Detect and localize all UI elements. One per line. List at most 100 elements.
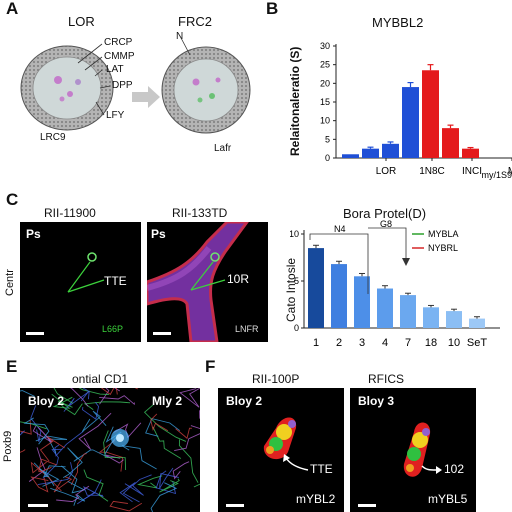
- panel-b-label: B: [266, 0, 279, 18]
- panel-c-side-label: Centr: [4, 269, 16, 296]
- network-fiber: [62, 447, 83, 478]
- scale-bar: [153, 332, 171, 335]
- x-tick-label: 7: [405, 337, 411, 349]
- panel-c-image2-title: RII-133TD: [172, 206, 228, 220]
- network-fiber: [150, 482, 178, 512]
- image-e-right-tag: Mly 2: [152, 394, 183, 408]
- y-tick-label: 10: [320, 116, 330, 126]
- network-fiber: [179, 388, 200, 408]
- network-fiber: [53, 388, 73, 404]
- network-fiber: [99, 395, 135, 406]
- x-tick-label: 18: [425, 337, 437, 349]
- network-fiber: [61, 465, 86, 494]
- y-tick-label: 0: [325, 153, 330, 163]
- panel-c-image1-title: RII-11900: [44, 206, 96, 220]
- network-fiber: [20, 449, 26, 453]
- y-tick-label: 25: [320, 60, 330, 70]
- panel-e-title: ontial CD1: [72, 372, 129, 386]
- image-f1-corner: mYBL2: [296, 492, 336, 506]
- x-tick-label: LOR: [376, 166, 397, 177]
- network-fiber: [20, 419, 32, 435]
- bracket-g8: [368, 227, 407, 260]
- network-fiber: [172, 461, 190, 480]
- network-fiber: [39, 436, 65, 462]
- network-fiber: [20, 390, 36, 397]
- image-f2-corner: mYBL5: [428, 492, 468, 506]
- network-fiber: [20, 421, 47, 430]
- right-cell: [161, 35, 251, 134]
- bar: [422, 70, 439, 158]
- x-tick-label: 2: [336, 337, 342, 349]
- network-fiber: [30, 476, 49, 493]
- micrograph-c1: Ps TTE L66P: [20, 222, 141, 342]
- chart-c: 0 5 10 1 2 3 4 7 18 10 SeT N4 G8 MYBLA NYBRL: [290, 219, 500, 349]
- network-fiber: [190, 410, 200, 430]
- legend-label: NYBRL: [428, 243, 458, 253]
- bar: [342, 154, 359, 158]
- bar: [362, 148, 379, 158]
- y-tick-label: 5: [325, 134, 330, 144]
- image-c2-corner: LNFR: [235, 324, 259, 334]
- panel-a-left-caption: LRC9: [40, 132, 66, 143]
- callout-3: LAT: [106, 64, 124, 75]
- transition-arrow: [132, 86, 160, 108]
- network-fiber: [38, 458, 57, 473]
- x-tick-label: 10: [448, 337, 460, 349]
- bar: [377, 288, 393, 328]
- callout-2: CMMP: [104, 51, 135, 62]
- chart-c-title: Bora Protel(D): [343, 206, 427, 221]
- scale-bar: [358, 504, 376, 507]
- panel-e-side-label: Poxb9: [2, 430, 14, 462]
- network-fiber: [159, 467, 179, 489]
- panel-e-label: E: [6, 357, 18, 376]
- network-fiber: [82, 486, 103, 500]
- bar: [469, 318, 485, 328]
- scale-bar: [26, 332, 44, 335]
- network-fiber: [175, 427, 192, 440]
- bracket-g8-label: G8: [380, 219, 392, 229]
- network-fiber: [70, 453, 87, 486]
- network-fiber: [121, 445, 157, 470]
- bar: [400, 295, 416, 328]
- panel-f-image1-title: RII-100P: [252, 372, 300, 386]
- network-fiber: [56, 485, 90, 503]
- network-fiber: [159, 478, 180, 493]
- panel-a-left-title: LOR: [68, 14, 95, 29]
- network-fiber: [137, 475, 163, 489]
- y-tick-label: 30: [320, 41, 330, 51]
- callout-4: DPP: [112, 80, 133, 91]
- network-fiber: [42, 448, 62, 479]
- network-fiber: [78, 388, 109, 395]
- y-tick-label: 5: [294, 276, 299, 286]
- bar: [446, 311, 462, 328]
- network-fiber: [104, 454, 124, 464]
- callout-1: CRCP: [104, 37, 133, 48]
- micrograph-e: Bloy 2 Mly 2: [20, 388, 200, 512]
- network-fiber: [80, 388, 90, 402]
- image-c1-tag: Ps: [26, 227, 41, 241]
- network-fiber: [143, 403, 187, 442]
- x-right-label: my/1S9: [481, 170, 512, 180]
- network-fiber: [53, 476, 73, 493]
- network-fiber: [57, 400, 83, 416]
- bar: [462, 148, 479, 158]
- network-fiber: [78, 412, 112, 450]
- image-f1-tag: Bloy 2: [226, 394, 263, 408]
- network-fiber: [81, 410, 107, 432]
- bar: [331, 264, 347, 328]
- panel-c-label: C: [6, 190, 19, 209]
- bar: [402, 87, 419, 158]
- micrograph-f2: Bloy 3 102 mYBL5: [350, 388, 476, 512]
- network-fiber: [150, 413, 169, 432]
- legend-label: MYBLA: [428, 229, 459, 239]
- network-fiber: [82, 402, 100, 420]
- y-tick-label: 0: [294, 323, 299, 333]
- chart-b: 0 5 10 15 20 25 30 LOR 1N8C INCI Mmy/1S9: [320, 41, 512, 180]
- micrograph-c2: Ps 10R LNFR: [147, 222, 268, 342]
- image-c2-tag: Ps: [151, 227, 166, 241]
- x-tick-label: 1: [313, 337, 319, 349]
- cell-diagram: [20, 35, 251, 134]
- x-tick-label: 3: [359, 337, 365, 349]
- x-tick-label: M: [508, 166, 512, 177]
- panel-a-label: A: [6, 0, 19, 18]
